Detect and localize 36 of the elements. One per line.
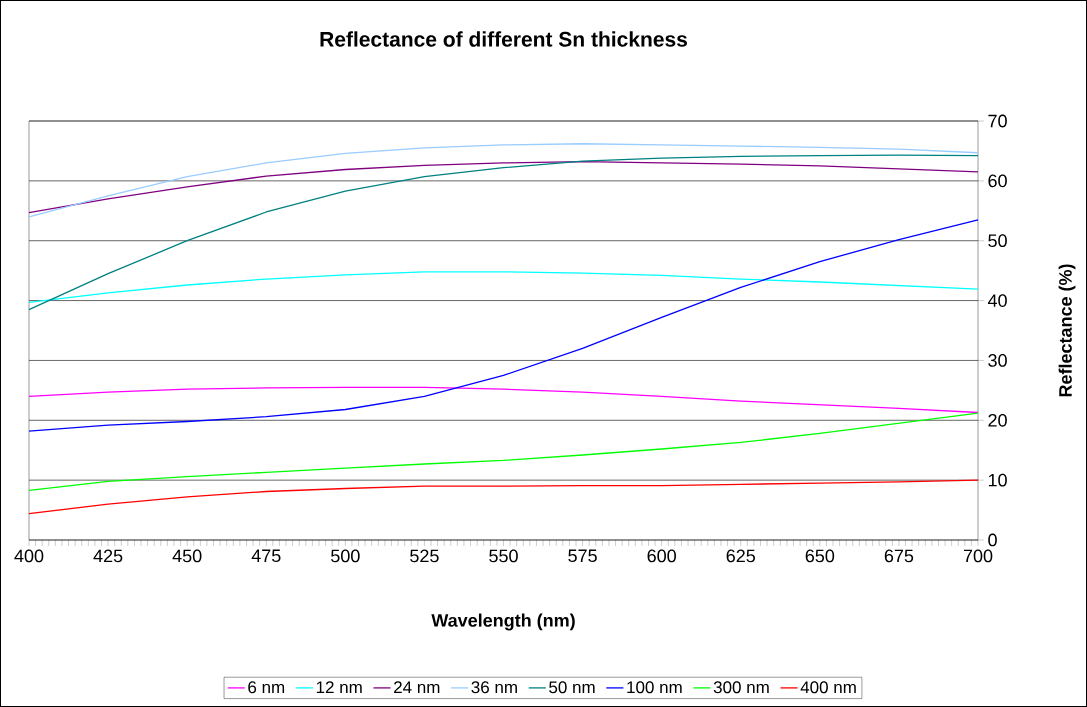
y-tick-label: 60 [988,174,1007,188]
legend-label: 24 nm [394,681,440,694]
x-tick-label: 500 [331,549,360,563]
x-axis-title: Wavelength (nm) [431,613,575,631]
chart-title: Reflectance of different Sn thickness [320,31,688,47]
x-tick-label: 450 [172,549,202,563]
y-tick-label: 20 [988,413,1007,427]
line-series [28,479,979,515]
line-series [28,143,979,218]
legend-label: 12 nm [316,681,362,694]
y-tick-label: 50 [988,234,1007,248]
line-series [28,219,979,432]
x-tick-label: 400 [14,549,44,563]
x-tick-label: 475 [251,549,281,563]
x-tick-label: 550 [489,549,518,563]
legend-label: 400 nm [800,681,856,694]
x-tick-label: 425 [93,549,123,563]
y-axis-title: Reflectance (%) [1058,264,1076,397]
x-tick-label: 650 [805,549,835,563]
y-tick-label: 70 [988,114,1007,128]
legend-label: 100 nm [627,681,682,694]
line-series [28,154,979,311]
y-tick-label: 0 [988,533,997,547]
x-tick-label: 575 [568,549,597,563]
x-tick-label: 600 [647,549,676,563]
y-tick-label: 40 [987,294,1007,307]
legend-label: 50 nm [549,681,595,694]
y-tick-label: 10 [988,473,1007,487]
legend-label: 6 nm [248,681,285,694]
legend-label: 36 nm [471,681,517,694]
legend-label: 300 nm [713,681,769,694]
x-tick-label: 625 [726,549,756,563]
y-tick-label: 30 [988,354,1007,367]
x-tick-label: 700 [963,549,993,563]
x-tick-label: 675 [884,549,914,563]
x-tick-label: 525 [410,549,439,563]
